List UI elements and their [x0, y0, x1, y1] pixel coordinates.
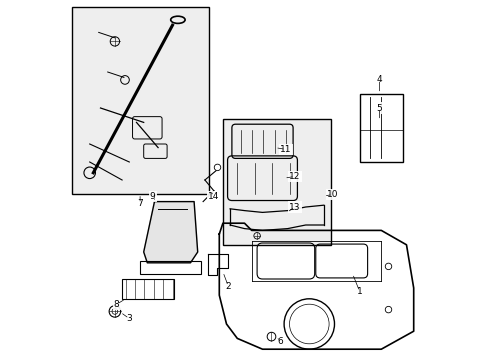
Text: 11: 11 — [280, 145, 291, 154]
Text: 1: 1 — [356, 287, 362, 296]
Text: 9: 9 — [149, 192, 155, 201]
Text: 6: 6 — [277, 337, 283, 346]
Text: 4: 4 — [376, 75, 382, 84]
Text: 8: 8 — [114, 300, 120, 309]
Bar — [223, 119, 330, 245]
Text: 5: 5 — [376, 104, 382, 113]
Bar — [359, 94, 402, 162]
Text: 7: 7 — [137, 199, 142, 208]
Text: 12: 12 — [288, 172, 300, 181]
Bar — [122, 279, 174, 299]
Bar — [140, 261, 201, 274]
Text: 13: 13 — [288, 202, 300, 212]
Bar — [72, 7, 208, 194]
Text: 10: 10 — [326, 190, 338, 199]
Polygon shape — [143, 202, 197, 263]
Text: 3: 3 — [126, 314, 132, 323]
Text: 2: 2 — [225, 282, 231, 291]
Text: 14: 14 — [208, 192, 219, 201]
